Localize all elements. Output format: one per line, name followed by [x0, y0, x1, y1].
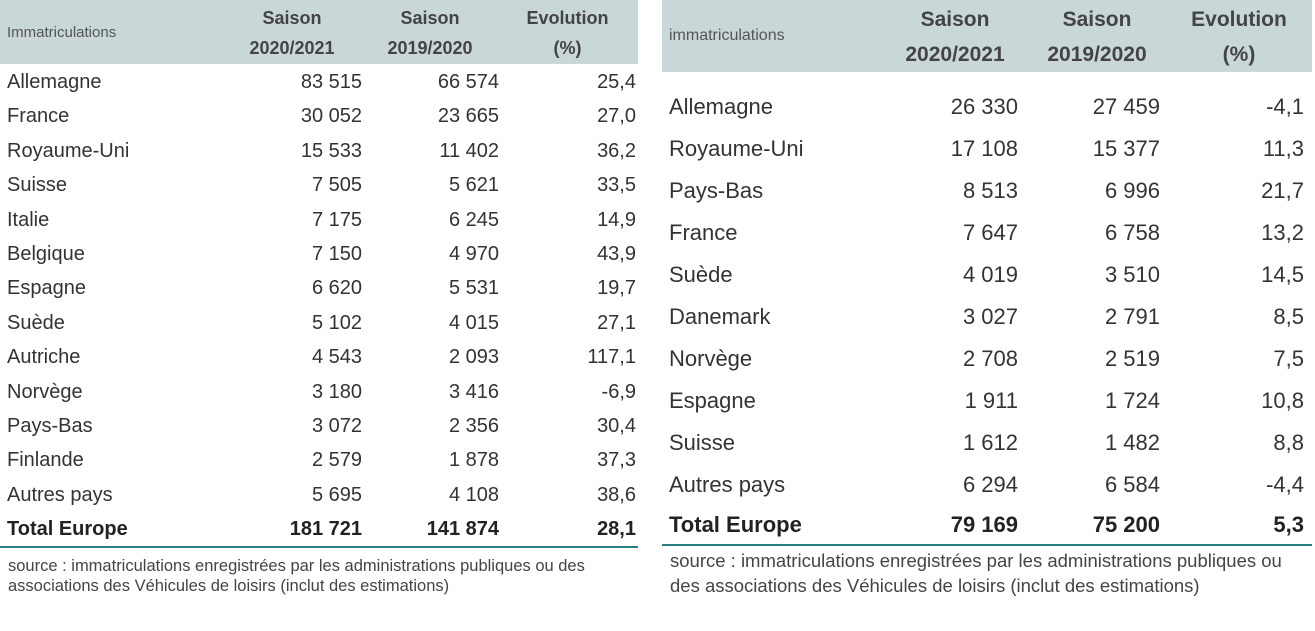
table-row: Norvège 3 180 3 416 -6,9 [7, 380, 636, 403]
total-row: Total Europe 181 721 141 874 28,1 [0, 512, 638, 549]
table-row: Italie 7 175 6 245 14,9 [7, 208, 636, 231]
table-row: Espagne 6 620 5 531 19,7 [7, 277, 636, 300]
column-header-season-2019-2020: Saison 2019/2020 [1047, 8, 1147, 66]
table-row: Suède 5 102 4 015 27,1 [7, 311, 636, 334]
table-row: Royaume-Uni 15 533 11 402 36,2 [7, 139, 636, 162]
table-row: Suisse 7 505 5 621 33,5 [7, 174, 636, 197]
table-body: Allemagne 83 515 66 574 25,4 France 30 052 23… [0, 64, 638, 549]
source-note: source : immatriculations enregistrées p… [8, 557, 585, 595]
table-row: France 7 647 6 758 13,2 [669, 220, 1304, 245]
table-row: Finlande 2 579 1 878 37,3 [7, 449, 636, 472]
table-row: Allemagne 26 330 27 459 -4,1 [669, 94, 1304, 119]
column-header-evolution: Evolution (%) [1191, 8, 1287, 66]
table-body: Allemagne 26 330 27 459 -4,1 Royaume-Uni 17 … [662, 72, 1312, 546]
table-row: Allemagne 83 515 66 574 25,4 [7, 71, 636, 93]
total-row: Total Europe 79 169 75 200 5,3 [662, 506, 1312, 546]
column-header-evolution: Evolution (%) [526, 8, 609, 58]
table-row: Danemark 3 027 2 791 8,5 [669, 304, 1304, 329]
table-header: Immatriculations Saison 2020/2021 Saison… [0, 0, 638, 64]
table-row: Pays-Bas 3 072 2 356 30,4 [7, 414, 636, 437]
table-row: Belgique 7 150 4 970 43,9 [7, 242, 636, 265]
table-row: Royaume-Uni 17 108 15 377 11,3 [669, 136, 1304, 161]
table-row: Espagne 1 911 1 724 10,8 [669, 388, 1304, 413]
table-row: Suisse 1 612 1 482 8,8 [669, 430, 1304, 455]
table-row: Pays-Bas 8 513 6 996 21,7 [669, 178, 1304, 203]
column-header-season-2020-2021: Saison 2020/2021 [905, 8, 1005, 66]
table-row: Autriche 4 543 2 093 117,1 [7, 346, 636, 369]
table-row: Norvège 2 708 2 519 7,5 [669, 346, 1304, 371]
table-row: France 30 052 23 665 27,0 [7, 105, 636, 128]
header-label: Immatriculations [7, 24, 117, 41]
column-header-season-2019-2020: Saison 2019/2020 [387, 8, 473, 58]
table-row: Autres pays 5 695 4 108 38,6 [7, 483, 636, 506]
column-header-season-2020-2021: Saison 2020/2021 [249, 8, 335, 58]
table-row: Autres pays 6 294 6 584 -4,4 [669, 472, 1304, 497]
table-row: Suède 4 019 3 510 14,5 [669, 262, 1304, 287]
source-note: source : immatriculations enregistrées p… [670, 550, 1282, 596]
right-registrations-table: immatriculations Saison 2020/2021 Saison… [662, 0, 1312, 596]
left-registrations-table: Immatriculations Saison 2020/2021 Saison… [0, 0, 638, 595]
table-header: immatriculations Saison 2020/2021 Saison… [662, 0, 1312, 72]
header-label: immatriculations [669, 27, 785, 44]
